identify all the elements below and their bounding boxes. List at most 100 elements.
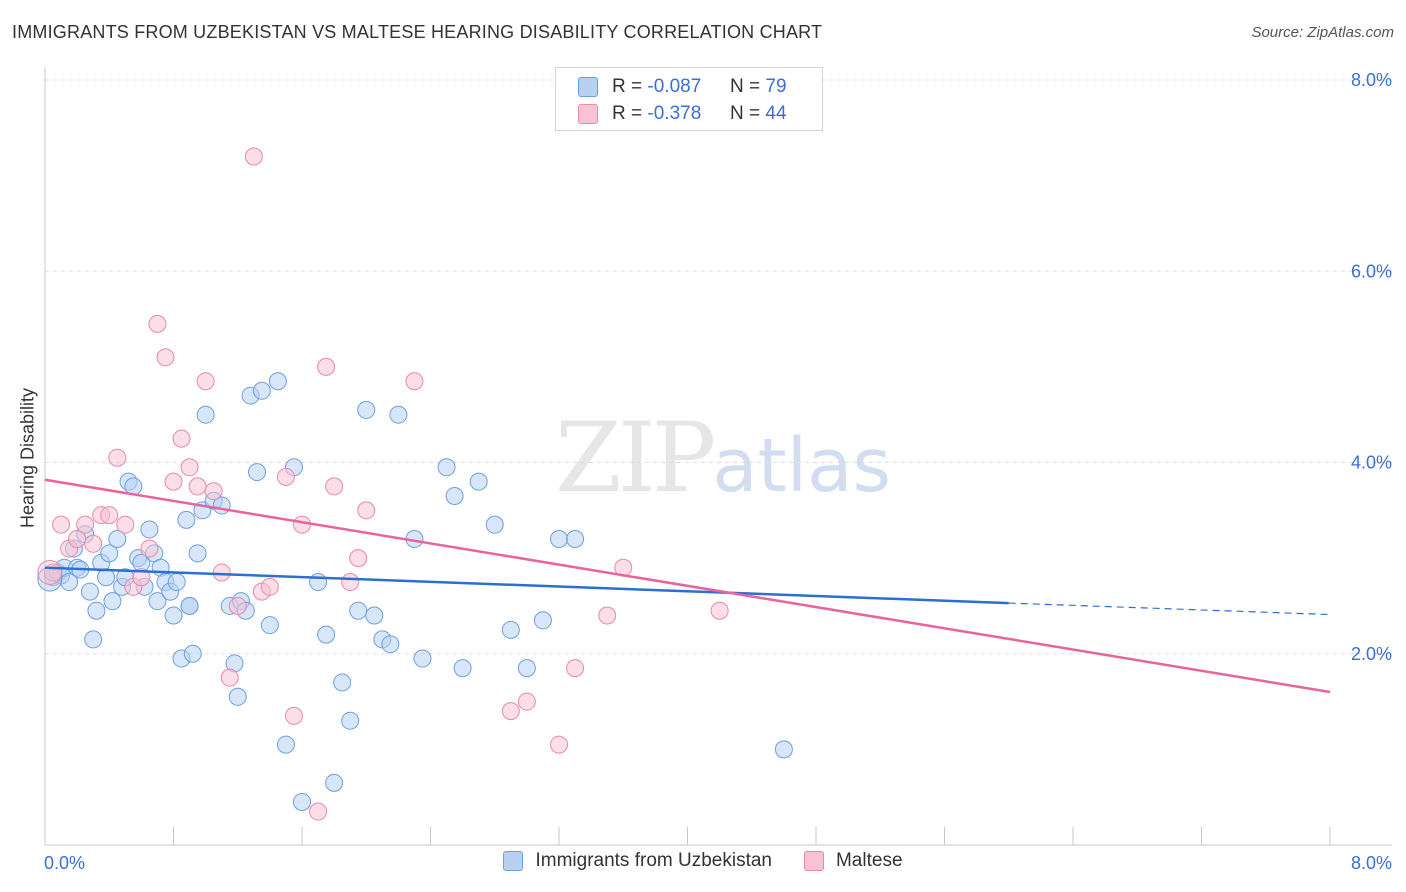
data-point-maltese [325,477,344,496]
y-tick-label: 2.0% [1351,644,1392,664]
data-point-maltese [116,515,135,534]
data-point-uzbekistan [260,616,279,635]
data-point-maltese [148,314,167,333]
trend-line-uzbekistan [44,566,1009,605]
y-tick-label: 4.0% [1351,453,1392,473]
legend-r-label: R = [612,76,643,97]
data-point-maltese [550,735,568,754]
legend-swatch-pink [578,104,598,124]
legend-n-value: 79 [765,76,787,97]
data-point-maltese [276,467,295,486]
tick-labels: 2.0% 4.0% 6.0% 8.0% 0.0% 8.0% [44,70,1392,873]
gridlines [45,79,1392,655]
legend-r-value: -0.378 [647,103,702,124]
data-point-uzbekistan [148,592,167,611]
x-tick-label: 8.0% [1351,853,1392,873]
data-point-uzbekistan [100,544,119,563]
data-point-uzbekistan [103,592,122,611]
data-point-maltese [566,659,585,678]
data-point-uzbekistan [293,792,311,811]
legend-swatch-blue [578,77,598,97]
data-point-uzbekistan [84,630,103,649]
data-point-uzbekistan [517,659,536,678]
data-point-uzbekistan [333,673,352,692]
data-point-maltese [76,515,95,534]
y-tick-label: 8.0% [1351,70,1392,90]
chart-title: IMMIGRANTS FROM UZBEKISTAN VS MALTESE HE… [12,22,823,42]
watermark-zip: ZIP [555,402,716,514]
data-point-maltese [357,501,376,520]
data-point-uzbekistan [183,644,202,663]
data-point-maltese [405,372,424,391]
data-point-uzbekistan [445,486,464,505]
data-point-maltese [260,577,279,596]
data-point-uzbekistan [437,458,456,477]
data-point-uzbekistan [349,601,368,620]
data-point-uzbekistan [228,687,247,706]
data-point-maltese [140,539,159,558]
data-point-maltese [212,563,231,582]
data-point-uzbekistan [188,544,207,563]
legend-r-label: R = [612,103,643,124]
data-point-maltese [172,429,191,448]
data-point-uzbekistan [180,596,199,615]
series-legend: Immigrants from Uzbekistan Maltese [0,850,1406,872]
data-point-uzbekistan [566,530,585,548]
legend-swatch-pink [803,851,824,871]
data-point-maltese [37,559,63,585]
data-point-uzbekistan [389,405,408,424]
data-point-uzbekistan [485,515,504,534]
series-maltese-points [37,147,729,821]
legend-n-label: N = [730,103,761,124]
legend-item-uzbekistan[interactable]: Immigrants from Uzbekistan [503,850,772,872]
legend-label: Maltese [835,850,903,871]
legend-n-value: 44 [765,103,787,124]
data-point-maltese [501,702,520,721]
legend-row-maltese: R = -0.378 N = 44 [578,102,787,126]
legend-r-value: -0.087 [647,76,702,97]
data-point-uzbekistan [550,530,568,548]
data-point-uzbekistan [469,472,488,491]
data-point-maltese [244,147,263,166]
data-point-maltese [204,482,223,501]
data-point-maltese [317,357,336,376]
data-point-uzbekistan [196,405,215,424]
data-point-maltese [108,448,127,467]
data-point-uzbekistan [453,659,472,678]
y-axis-label: Hearing Disability [17,387,38,529]
data-point-maltese [349,549,368,568]
data-point-uzbekistan [140,520,159,539]
data-point-maltese [156,348,175,367]
data-point-maltese [341,573,360,592]
data-point-maltese [188,477,207,496]
data-point-uzbekistan [381,635,400,654]
data-point-uzbekistan [413,649,432,668]
data-point-maltese [132,568,151,587]
correlation-legend: R = -0.087 N = 79 R = -0.378 N = 44 [555,67,823,131]
trend-line-uzbekistan-extrapolated [1008,602,1331,616]
axes [44,67,1392,846]
data-point-uzbekistan [164,606,183,625]
data-point-maltese [293,515,311,534]
data-point-maltese [100,506,119,525]
legend-row-uzbekistan: R = -0.087 N = 79 [578,75,787,99]
y-tick-label: 6.0% [1351,261,1392,281]
legend-label: Immigrants from Uzbekistan [535,850,772,871]
data-point-maltese [710,601,729,620]
data-point-uzbekistan [309,573,328,592]
source-credit: Source: ZipAtlas.com [1251,24,1394,41]
data-point-maltese [196,372,215,391]
data-point-uzbekistan [501,620,520,639]
trend-line-maltese [44,478,1331,694]
data-point-uzbekistan [252,381,271,400]
data-point-maltese [180,458,199,477]
data-point-uzbekistan [177,510,196,529]
data-point-maltese [598,606,617,625]
legend-item-maltese[interactable]: Maltese [803,850,903,872]
data-point-maltese [228,596,247,615]
data-point-maltese [164,472,183,491]
legend-swatch-blue [503,851,524,871]
data-point-uzbekistan [248,463,267,482]
data-point-maltese [220,668,239,687]
